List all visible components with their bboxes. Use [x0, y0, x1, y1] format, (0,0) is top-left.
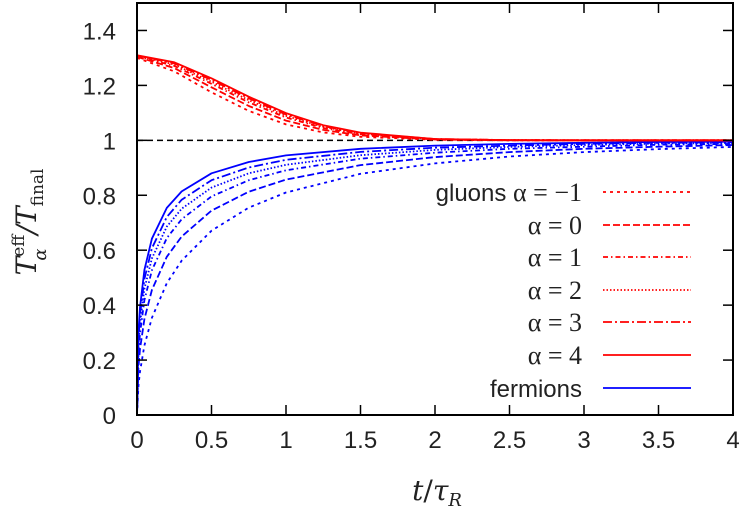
y-tick-label: 1.4 [83, 18, 116, 45]
x-label-t: t [412, 474, 424, 507]
legend-label: gluons α = −1 [436, 178, 582, 207]
legend-math: α = −1 [513, 178, 582, 207]
fermions-series-alpha--1 [136, 146, 734, 416]
y-tick-label: 0.8 [83, 183, 116, 210]
y-label-sup: eff [9, 233, 29, 257]
legend-entry: α = 3 [528, 308, 691, 337]
y-label-sub-alpha: α [30, 249, 51, 261]
legend-label: α = 0 [528, 211, 582, 240]
x-tick-label: 2.5 [493, 427, 526, 454]
x-tick-label: 3 [577, 427, 590, 454]
x-tick-label: 4 [726, 427, 739, 454]
legend-entry: α = 1 [528, 243, 691, 272]
legend-math: α = 4 [528, 341, 582, 370]
gluons-series-alpha-4 [136, 54, 733, 142]
legend-label: α = 1 [528, 243, 582, 272]
legend-math: α = 0 [528, 211, 582, 240]
plot-frame [136, 2, 734, 416]
y-label-slash: /T [10, 204, 43, 237]
legend-label: α = 4 [528, 341, 582, 370]
y-tick-label: 0.2 [83, 348, 116, 375]
axes: 0 0.5 1 1.5 2 2.5 3 3.5 4 0 0.2 0.4 0.6 0.8 1 1.2 1.4 [83, 2, 740, 454]
legend-math: α = 2 [528, 276, 582, 305]
gluons-series-alpha-3 [136, 54, 733, 142]
legend-label: α = 2 [528, 276, 582, 305]
fermions-series-alpha-0 [136, 144, 734, 416]
legend: gluons α = −1 α = 0 α = 1 α = 2 α = 3 α = 4 fe… [436, 178, 691, 403]
x-tick-label: 0 [130, 427, 143, 454]
y-axis-label: Teffα/Tfinal [9, 169, 51, 276]
x-tick-label: 2 [428, 427, 441, 454]
y-tick-label: 1 [103, 128, 116, 155]
x-tick-label: 1 [279, 427, 292, 454]
y-label-sub-final: final [28, 169, 48, 207]
legend-entry: α = 4 [528, 341, 691, 370]
fermions-series-alpha-2 [136, 142, 734, 416]
x-tick-label: 0.5 [195, 427, 228, 454]
x-tick-label: 3.5 [642, 427, 675, 454]
legend-prefix: gluons [436, 180, 513, 207]
y-label-t: T [10, 254, 43, 275]
legend-entry: fermions [490, 376, 691, 403]
fermions-series-alpha-4 [136, 140, 734, 416]
gluons-series-alpha-0 [136, 55, 733, 142]
y-tick-label: 0.4 [83, 293, 116, 320]
x-label-sub: R [447, 490, 462, 511]
fermions-series-alpha-3 [136, 141, 734, 416]
legend-prefix: fermions [490, 376, 582, 403]
x-axis-label: t/τR [412, 474, 462, 511]
curves [136, 54, 734, 416]
legend-math: α = 1 [528, 243, 582, 272]
gluons-series-alpha-2 [136, 54, 733, 142]
legend-label: α = 3 [528, 308, 582, 337]
gluons-series-alpha--1 [136, 57, 733, 142]
x-tick-label: 1.5 [344, 427, 377, 454]
x-label-tau: τ [433, 474, 449, 507]
legend-math: α = 3 [528, 308, 582, 337]
legend-entry: α = 0 [528, 211, 691, 240]
gluons-series-alpha-1 [136, 55, 733, 142]
legend-entry: α = 2 [528, 276, 691, 305]
y-tick-label: 0 [103, 403, 116, 430]
legend-label: fermions [490, 376, 582, 403]
fermions-series-alpha-1 [136, 143, 734, 416]
legend-entry: gluons α = −1 [436, 178, 691, 207]
x-label-slash: / [423, 474, 433, 507]
y-tick-label: 0.6 [83, 238, 116, 265]
y-tick-label: 1.2 [83, 73, 116, 100]
